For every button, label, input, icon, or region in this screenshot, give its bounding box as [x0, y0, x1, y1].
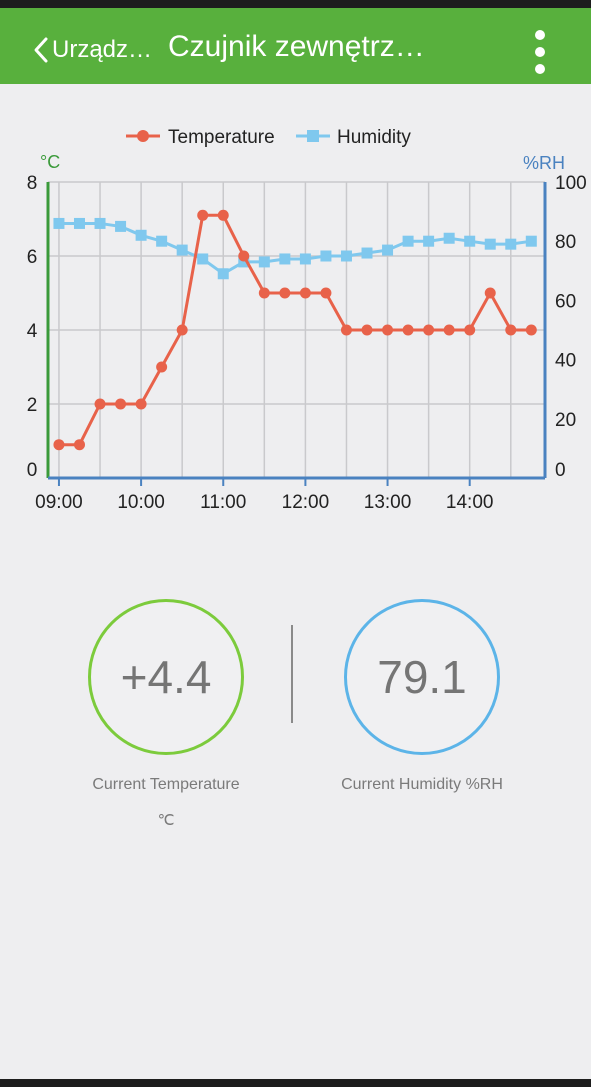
- temperature-point: [73, 439, 85, 451]
- left-tick-label: 8: [27, 173, 38, 194]
- page-title: Czujnik zewnętrz…: [168, 30, 425, 63]
- temperature-point: [135, 398, 147, 410]
- temperature-point: [217, 209, 229, 221]
- temperature-point: [176, 324, 188, 336]
- humidity-point: [156, 235, 168, 247]
- legend-temperature-label: Temperature: [168, 127, 275, 148]
- x-tick-label: 14:00: [446, 492, 494, 513]
- x-tick-label: 13:00: [364, 492, 412, 513]
- menu-dot-icon: [535, 30, 545, 40]
- current-temperature-label: Current Temperature: [92, 776, 240, 793]
- temperature-point: [238, 250, 250, 262]
- back-button[interactable]: Urządz…: [32, 28, 152, 72]
- current-humidity-gauge: 79.1: [344, 599, 500, 755]
- humidity-point: [505, 238, 517, 250]
- right-tick-label: 80: [555, 232, 576, 253]
- left-tick-label: 6: [27, 247, 38, 268]
- left-tick-label: 0: [27, 460, 38, 481]
- app-header: Urządz… Czujnik zewnętrz…: [0, 0, 591, 84]
- temperature-point: [320, 287, 332, 299]
- humidity-point: [217, 268, 229, 280]
- legend-temperature-marker: [137, 130, 149, 142]
- humidity-point: [340, 250, 352, 262]
- x-tick-label: 09:00: [35, 492, 83, 513]
- chevron-left-icon: [34, 37, 48, 63]
- temperature-point: [443, 324, 455, 336]
- right-axis-unit: %RH: [523, 153, 565, 173]
- temperature-point: [197, 209, 209, 221]
- humidity-point: [484, 238, 496, 250]
- temperature-point: [115, 398, 127, 410]
- x-tick-label: 11:00: [200, 492, 246, 513]
- humidity-point: [53, 217, 65, 229]
- menu-dot-icon: [535, 64, 545, 74]
- left-tick-label: 4: [27, 321, 38, 342]
- temperature-point: [464, 324, 476, 336]
- menu-dot-icon: [535, 47, 545, 57]
- temperature-point: [156, 361, 168, 373]
- humidity-point: [115, 220, 127, 232]
- left-tick-label: 2: [27, 395, 38, 416]
- current-humidity-value: 79.1: [377, 651, 467, 703]
- current-humidity-label: Current Humidity %RH: [341, 776, 503, 793]
- humidity-point: [176, 244, 188, 256]
- humidity-point: [238, 256, 250, 268]
- gauge-divider: [291, 625, 293, 723]
- humidity-point: [258, 256, 270, 268]
- x-tick-label: 10:00: [117, 492, 165, 513]
- system-nav-bar: [0, 1079, 591, 1087]
- right-tick-label: 60: [555, 291, 576, 312]
- left-axis-unit: °C: [40, 152, 60, 172]
- right-tick-label: 40: [555, 351, 576, 372]
- x-tick-label: 12:00: [282, 492, 330, 513]
- right-tick-label: 20: [555, 410, 576, 431]
- temperature-point: [402, 324, 414, 336]
- humidity-point: [73, 217, 85, 229]
- humidity-point: [320, 250, 332, 262]
- current-temperature-gauge: +4.4: [88, 599, 244, 755]
- humidity-point: [402, 235, 414, 247]
- humidity-point: [423, 235, 435, 247]
- humidity-point: [443, 232, 455, 244]
- humidity-point: [135, 229, 147, 241]
- legend-humidity-marker: [307, 130, 319, 142]
- temperature-point: [279, 287, 291, 299]
- humidity-point: [382, 244, 394, 256]
- temperature-point: [258, 287, 270, 299]
- humidity-point: [279, 253, 291, 265]
- right-tick-label: 100: [555, 173, 587, 194]
- temperature-point: [525, 324, 537, 336]
- humidity-point: [525, 235, 537, 247]
- legend-humidity-label: Humidity: [337, 127, 411, 148]
- temperature-point: [361, 324, 373, 336]
- temperature-point: [423, 324, 435, 336]
- humidity-point: [94, 217, 106, 229]
- temperature-point: [94, 398, 106, 410]
- temperature-point: [340, 324, 352, 336]
- more-options-button[interactable]: [526, 30, 554, 74]
- temperature-point: [299, 287, 311, 299]
- current-temperature-unit: ℃: [157, 812, 175, 829]
- humidity-point: [299, 253, 311, 265]
- back-label: Urządz…: [52, 36, 153, 63]
- temperature-point: [484, 287, 496, 299]
- humidity-series-line: [58, 221, 532, 276]
- humidity-point: [197, 253, 209, 265]
- humidity-point: [361, 247, 373, 259]
- current-temperature-value: +4.4: [120, 651, 212, 703]
- temperature-point: [505, 324, 517, 336]
- temperature-point: [53, 439, 65, 451]
- temperature-point: [382, 324, 394, 336]
- humidity-point: [464, 235, 476, 247]
- right-tick-label: 0: [555, 460, 566, 481]
